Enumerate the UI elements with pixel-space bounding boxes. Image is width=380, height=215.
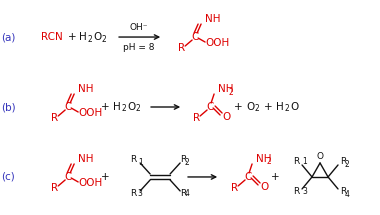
Text: OH⁻: OH⁻: [130, 23, 148, 32]
Text: NH: NH: [205, 14, 221, 24]
Text: 2: 2: [345, 160, 349, 169]
Text: (a): (a): [1, 32, 15, 42]
Text: +: +: [264, 102, 272, 112]
Text: 2: 2: [185, 158, 190, 167]
Text: 2: 2: [88, 35, 92, 43]
Text: OOH: OOH: [205, 38, 229, 48]
Text: +: +: [271, 172, 279, 182]
Text: R: R: [231, 183, 238, 193]
Text: NH: NH: [218, 84, 234, 94]
Text: O: O: [246, 102, 254, 112]
Text: 1: 1: [302, 157, 307, 166]
Text: R: R: [293, 157, 299, 166]
Text: H: H: [79, 32, 87, 42]
Text: O: O: [290, 102, 298, 112]
Text: NH: NH: [78, 154, 93, 164]
Text: 1: 1: [138, 158, 142, 167]
Text: OOH: OOH: [78, 178, 102, 188]
Text: C: C: [244, 172, 252, 182]
Text: 3: 3: [302, 187, 307, 197]
Text: R: R: [193, 113, 200, 123]
Text: (b): (b): [1, 102, 16, 112]
Text: O: O: [260, 182, 268, 192]
Text: 2: 2: [136, 104, 141, 114]
Text: 2: 2: [285, 104, 290, 114]
Text: C: C: [65, 102, 72, 112]
Text: +: +: [68, 32, 76, 42]
Text: (c): (c): [1, 172, 15, 182]
Text: R: R: [51, 183, 58, 193]
Text: R: R: [177, 43, 185, 53]
Text: 2: 2: [102, 35, 106, 43]
Text: R: R: [180, 155, 186, 164]
Text: O: O: [317, 152, 323, 161]
Text: NH: NH: [78, 84, 93, 94]
Text: NH: NH: [256, 154, 272, 164]
Text: OOH: OOH: [78, 108, 102, 118]
Text: R: R: [130, 189, 136, 198]
Text: R: R: [180, 189, 186, 198]
Text: +: +: [234, 102, 242, 112]
Text: H: H: [276, 102, 284, 112]
Text: O: O: [127, 102, 135, 112]
Text: 4: 4: [345, 190, 350, 200]
Text: 4: 4: [185, 189, 190, 198]
Text: R: R: [340, 157, 346, 166]
Text: RCN: RCN: [41, 32, 63, 42]
Text: 3: 3: [138, 189, 142, 198]
Text: H: H: [113, 102, 121, 112]
Text: +: +: [101, 102, 109, 112]
Text: R: R: [340, 187, 346, 197]
Text: 2: 2: [255, 104, 260, 114]
Text: C: C: [206, 102, 214, 112]
Text: R: R: [293, 187, 299, 197]
Text: 2: 2: [122, 104, 127, 114]
Text: O: O: [93, 32, 101, 42]
Text: C: C: [65, 172, 72, 182]
Text: C: C: [192, 32, 199, 42]
Text: 2: 2: [229, 88, 233, 97]
Text: pH = 8: pH = 8: [124, 43, 155, 52]
Text: +: +: [101, 172, 109, 182]
Text: R: R: [130, 155, 136, 164]
Text: O: O: [222, 112, 230, 122]
Text: R: R: [51, 113, 58, 123]
Text: 2: 2: [267, 157, 271, 166]
